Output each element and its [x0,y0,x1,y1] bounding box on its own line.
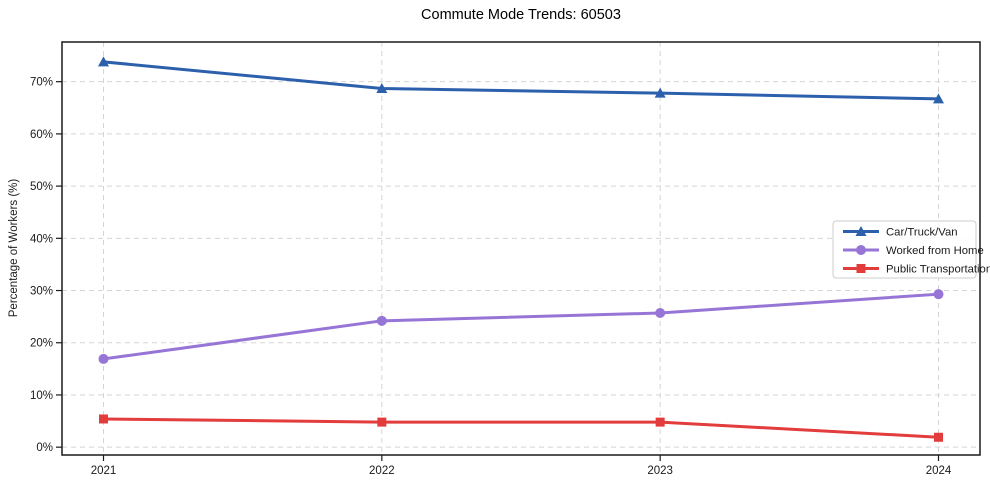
x-tick-label: 2024 [926,465,952,477]
legend-marker-car-truck-van [855,226,867,236]
y-tick-label: 20% [30,338,53,350]
chart-title: Commute Mode Trends: 60503 [421,7,621,23]
legend-marker-worked-from-home [856,245,866,255]
series-line-public-transportation [102,417,940,439]
y-tick-label: 60% [30,129,53,141]
y-tick-label: 0% [36,442,53,454]
data-point-worked-from-home [933,289,944,300]
data-point-public-transportation [934,432,943,442]
data-point-worked-from-home [376,315,387,326]
data-point-public-transportation [99,414,108,424]
x-tick-label: 2022 [369,465,395,477]
series-line-worked-from-home [102,292,940,361]
x-tick-label: 2023 [647,465,673,477]
data-point-public-transportation [655,417,665,427]
y-tick-label: 30% [30,286,53,298]
legend-label-worked-from-home: Worked from Home [886,245,984,257]
legend-label-car-truck-van: Car/Truck/Van [886,227,958,239]
data-point-car-truck-van [654,87,666,98]
data-point-worked-from-home [98,353,109,364]
data-point-worked-from-home [655,307,666,318]
x-tick-label: 2021 [91,465,117,477]
plot-border [61,41,981,456]
data-point-car-truck-van [933,93,944,104]
data-point-car-truck-van [98,56,109,67]
data-point-public-transportation [377,417,387,427]
y-tick-label: 70% [30,77,53,89]
legend-marker-public-transportation [856,264,866,273]
legend-label-public-transportation: Public Transportation [886,264,990,276]
series-line-car-truck-van [102,60,940,101]
y-tick-label: 50% [30,181,53,193]
y-tick-label: 10% [30,390,53,402]
legend-box [832,220,977,279]
y-tick-label: 40% [30,233,53,245]
data-point-car-truck-van [376,82,388,93]
